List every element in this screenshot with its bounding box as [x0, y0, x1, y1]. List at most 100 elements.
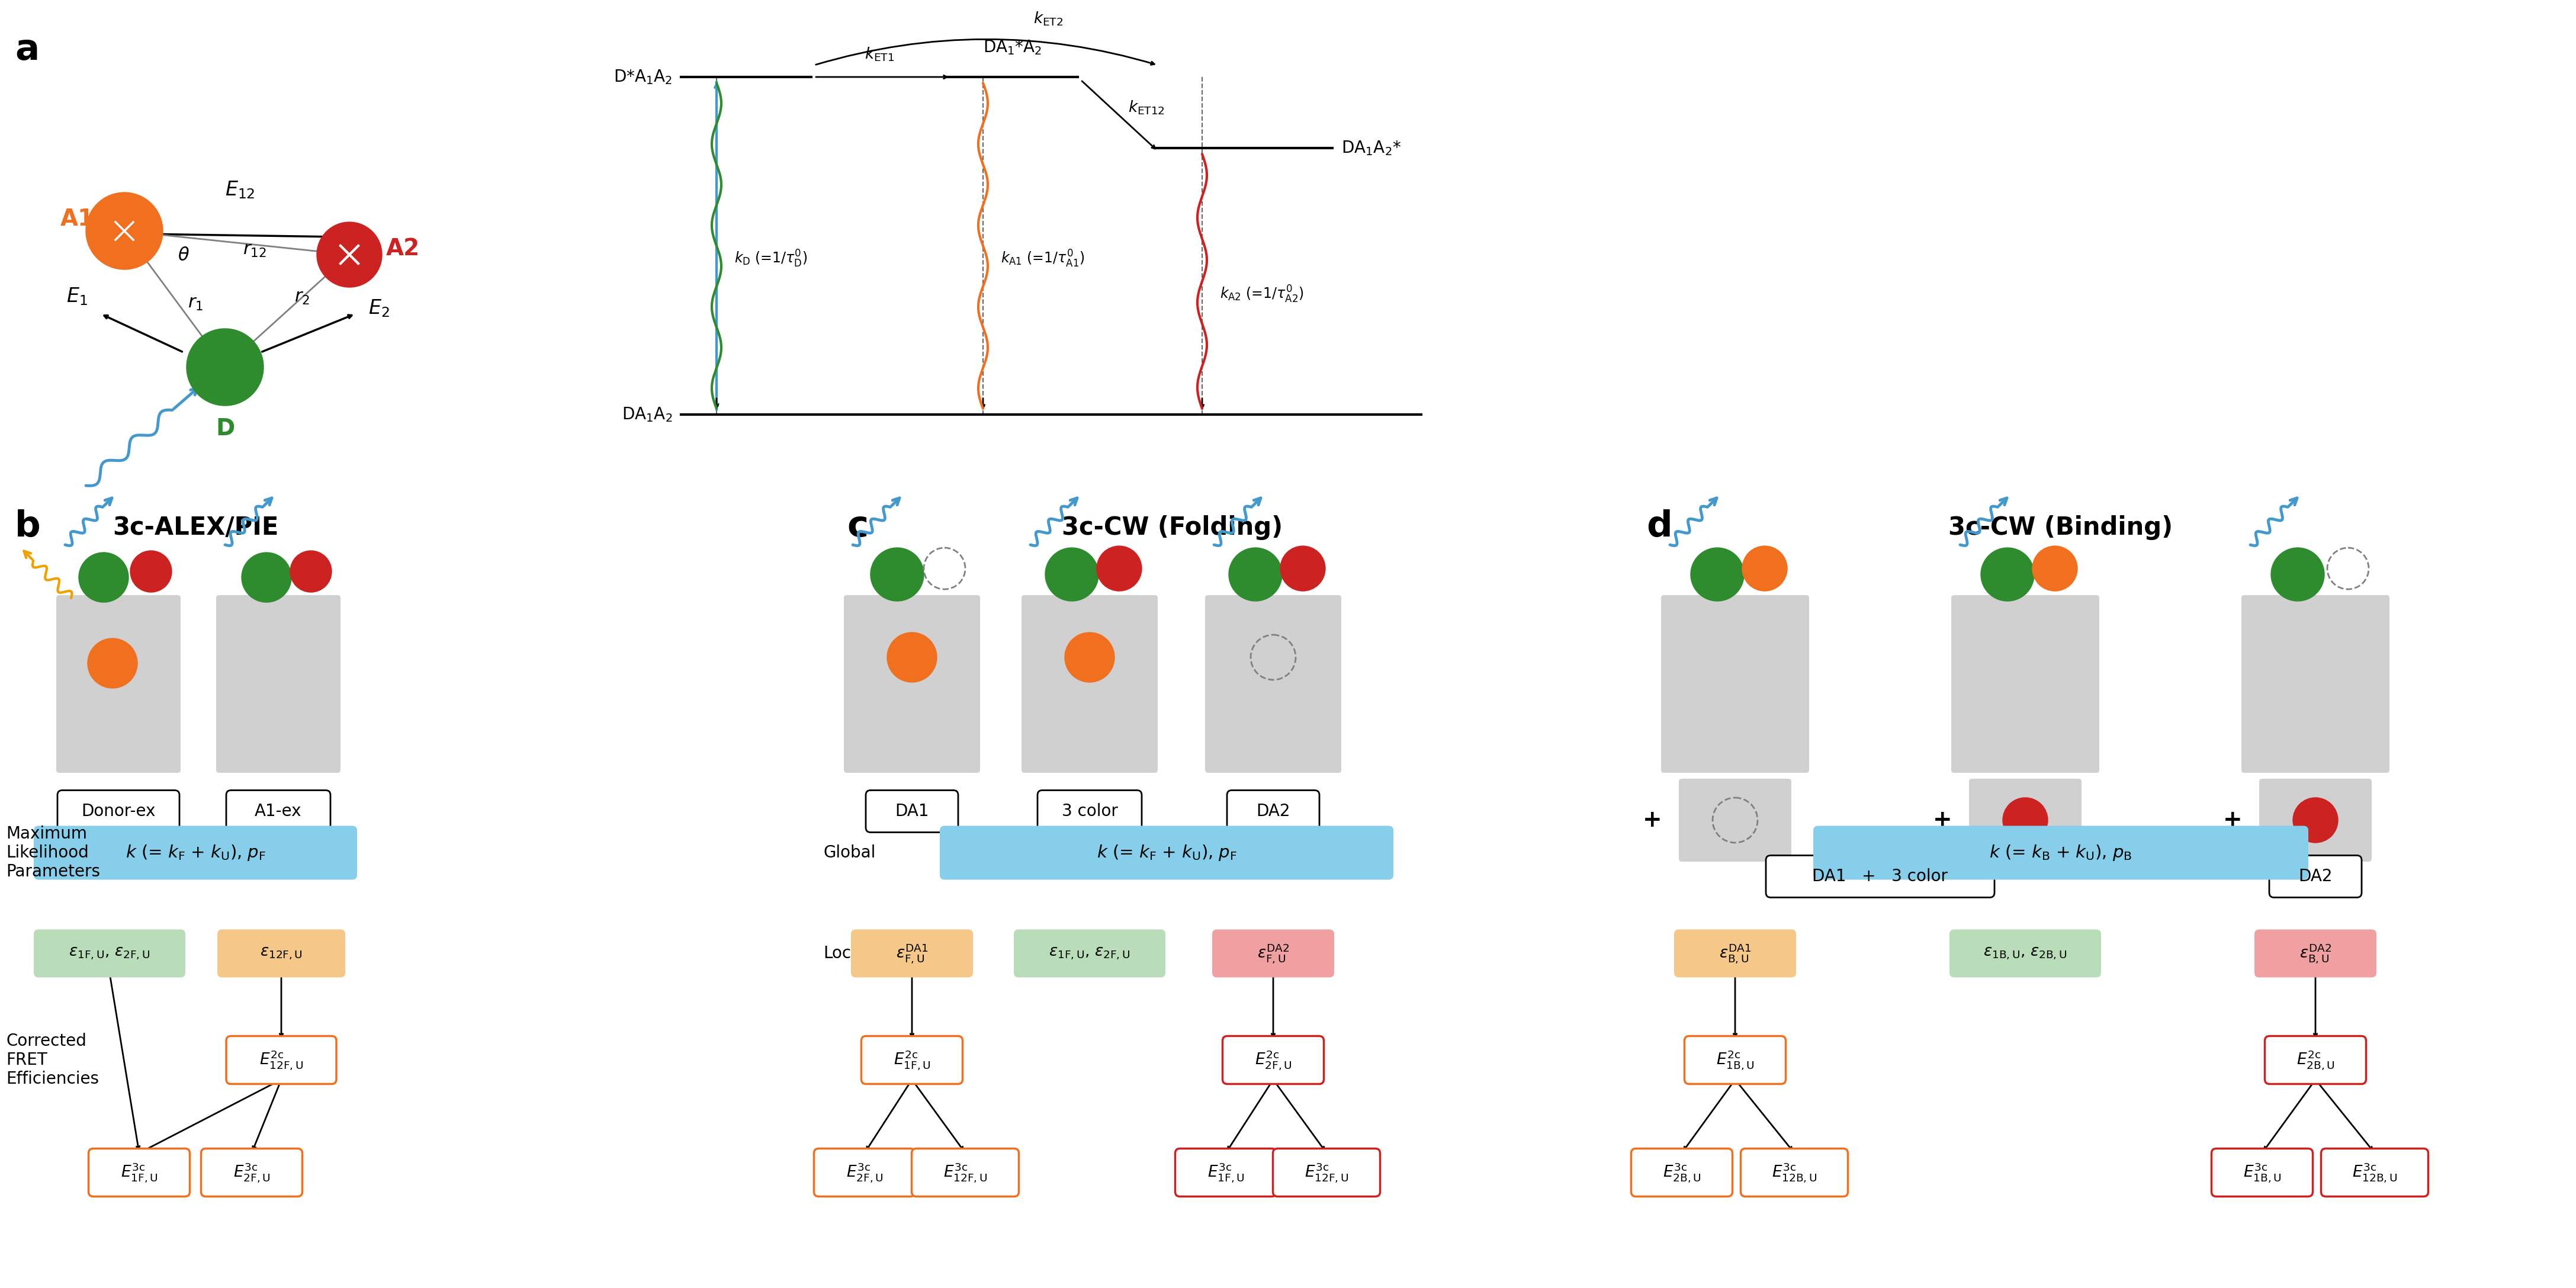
Text: $k_{\rm ET12}$: $k_{\rm ET12}$: [1128, 99, 1164, 116]
Circle shape: [317, 222, 381, 287]
FancyBboxPatch shape: [2254, 930, 2378, 978]
Text: $E_{\rm 12F,U}^{\rm 2c}$: $E_{\rm 12F,U}^{\rm 2c}$: [260, 1048, 304, 1072]
Text: 3 color: 3 color: [1061, 802, 1118, 819]
FancyBboxPatch shape: [845, 595, 979, 773]
FancyBboxPatch shape: [2213, 1149, 2313, 1197]
Text: $E_{\rm 12B,U}^{\rm 3c}$: $E_{\rm 12B,U}^{\rm 3c}$: [2352, 1162, 2398, 1184]
FancyBboxPatch shape: [1950, 595, 2099, 773]
Text: DA1: DA1: [894, 802, 930, 819]
FancyBboxPatch shape: [866, 791, 958, 832]
FancyBboxPatch shape: [57, 791, 180, 832]
Text: $k$ (= $k_{\rm F}$ + $k_{\rm U}$), $p_{\rm F}$: $k$ (= $k_{\rm F}$ + $k_{\rm U}$), $p_{\…: [1097, 844, 1236, 862]
FancyBboxPatch shape: [1662, 595, 1808, 773]
Text: Corrected
FRET
Efficiencies: Corrected FRET Efficiencies: [5, 1033, 98, 1087]
Circle shape: [1046, 547, 1097, 601]
Text: DA$_1$A$_2$: DA$_1$A$_2$: [621, 406, 672, 424]
FancyBboxPatch shape: [1224, 1036, 1324, 1084]
Circle shape: [85, 192, 162, 269]
FancyBboxPatch shape: [1680, 779, 1790, 862]
Text: +: +: [1932, 809, 1953, 832]
Text: d: d: [1646, 509, 1672, 545]
Text: $\varepsilon_{\rm 12F,U}$: $\varepsilon_{\rm 12F,U}$: [260, 945, 301, 961]
Text: $E_{\rm 1F,U}^{\rm 3c}$: $E_{\rm 1F,U}^{\rm 3c}$: [121, 1162, 157, 1184]
FancyBboxPatch shape: [2259, 779, 2372, 862]
FancyBboxPatch shape: [1767, 855, 1994, 898]
Text: $r_2$: $r_2$: [294, 289, 309, 307]
FancyBboxPatch shape: [227, 791, 330, 832]
Circle shape: [131, 551, 173, 592]
Text: A2: A2: [386, 237, 420, 260]
Text: $\varepsilon_{\rm 1B,U}$, $\varepsilon_{\rm 2B,U}$: $\varepsilon_{\rm 1B,U}$, $\varepsilon_{…: [1984, 945, 2066, 961]
Text: D: D: [216, 417, 234, 440]
Circle shape: [1690, 547, 1744, 601]
Circle shape: [2272, 547, 2324, 601]
Circle shape: [1981, 547, 2035, 601]
FancyBboxPatch shape: [88, 1149, 191, 1197]
Text: $\varepsilon_{\rm 1F,U}$, $\varepsilon_{\rm 2F,U}$: $\varepsilon_{\rm 1F,U}$, $\varepsilon_{…: [70, 945, 149, 961]
FancyBboxPatch shape: [33, 930, 185, 978]
FancyBboxPatch shape: [1023, 595, 1157, 773]
Text: $E_{\rm 2B,U}^{\rm 3c}$: $E_{\rm 2B,U}^{\rm 3c}$: [1662, 1162, 1700, 1184]
Text: A1: A1: [59, 207, 93, 231]
FancyBboxPatch shape: [1175, 1149, 1278, 1197]
Circle shape: [886, 632, 938, 683]
Text: $E_{\rm 12B,U}^{\rm 3c}$: $E_{\rm 12B,U}^{\rm 3c}$: [1772, 1162, 1816, 1184]
Circle shape: [2032, 546, 2076, 591]
Circle shape: [1097, 546, 1141, 591]
Circle shape: [1229, 547, 1283, 601]
FancyBboxPatch shape: [1685, 1036, 1785, 1084]
FancyBboxPatch shape: [1968, 779, 2081, 862]
FancyBboxPatch shape: [216, 595, 340, 773]
Text: $E_{\rm 12F,U}^{\rm 3c}$: $E_{\rm 12F,U}^{\rm 3c}$: [943, 1162, 987, 1184]
FancyBboxPatch shape: [850, 930, 974, 978]
FancyBboxPatch shape: [1015, 930, 1164, 978]
Circle shape: [1741, 546, 1788, 591]
Text: 3c-CW (Binding): 3c-CW (Binding): [1947, 515, 2174, 540]
Text: DA$_1$*A$_2$: DA$_1$*A$_2$: [984, 39, 1043, 57]
Text: $E_2$: $E_2$: [368, 298, 389, 318]
Circle shape: [88, 639, 137, 688]
FancyBboxPatch shape: [227, 1036, 337, 1084]
FancyBboxPatch shape: [1273, 1149, 1381, 1197]
Text: $E_{\rm 1B,U}^{\rm 2c}$: $E_{\rm 1B,U}^{\rm 2c}$: [1716, 1048, 1754, 1072]
FancyBboxPatch shape: [2241, 595, 2391, 773]
Text: $r_1$: $r_1$: [188, 295, 204, 312]
Text: c: c: [848, 509, 868, 545]
FancyBboxPatch shape: [860, 1036, 963, 1084]
Text: $\varepsilon_{\rm F,U}^{\rm DA1}$: $\varepsilon_{\rm F,U}^{\rm DA1}$: [896, 943, 927, 965]
Text: DA$_1$A$_2$*: DA$_1$A$_2$*: [1342, 139, 1401, 157]
Circle shape: [80, 553, 129, 603]
FancyBboxPatch shape: [216, 930, 345, 978]
Circle shape: [291, 551, 332, 592]
Text: Donor-ex: Donor-ex: [82, 802, 155, 819]
Text: $\varepsilon_{\rm 1F,U}$, $\varepsilon_{\rm 2F,U}$: $\varepsilon_{\rm 1F,U}$, $\varepsilon_{…: [1048, 945, 1131, 961]
Text: b: b: [15, 509, 41, 545]
Circle shape: [2002, 797, 2048, 842]
Text: 3c-ALEX/PIE: 3c-ALEX/PIE: [113, 515, 278, 540]
Text: a: a: [15, 32, 39, 67]
Text: $k_{\rm A1}$ (=$1/\tau_{\rm A1}^{\rm 0}$): $k_{\rm A1}$ (=$1/\tau_{\rm A1}^{\rm 0}$…: [1002, 249, 1084, 269]
FancyBboxPatch shape: [1950, 930, 2102, 978]
Text: $E_{\rm 2B,U}^{\rm 2c}$: $E_{\rm 2B,U}^{\rm 2c}$: [2295, 1048, 2334, 1072]
Text: $E_{\rm 1B,U}^{\rm 3c}$: $E_{\rm 1B,U}^{\rm 3c}$: [2244, 1162, 2282, 1184]
FancyBboxPatch shape: [1631, 1149, 1734, 1197]
Circle shape: [1064, 632, 1115, 683]
Text: $k_{\rm D}$ (=$1/\tau_{\rm D}^{\rm 0}$): $k_{\rm D}$ (=$1/\tau_{\rm D}^{\rm 0}$): [734, 249, 806, 269]
Text: $E_{\rm 12F,U}^{\rm 3c}$: $E_{\rm 12F,U}^{\rm 3c}$: [1303, 1162, 1347, 1184]
Text: $E_{\rm 2F,U}^{\rm 3c}$: $E_{\rm 2F,U}^{\rm 3c}$: [845, 1162, 884, 1184]
Circle shape: [1280, 546, 1324, 591]
FancyBboxPatch shape: [814, 1149, 914, 1197]
FancyBboxPatch shape: [1213, 930, 1334, 978]
Text: $\varepsilon_{\rm B,U}^{\rm DA2}$: $\varepsilon_{\rm B,U}^{\rm DA2}$: [2300, 943, 2331, 965]
FancyBboxPatch shape: [57, 595, 180, 773]
Text: $E_{\rm 2F,U}^{\rm 2c}$: $E_{\rm 2F,U}^{\rm 2c}$: [1255, 1048, 1291, 1072]
FancyBboxPatch shape: [33, 826, 358, 880]
FancyBboxPatch shape: [1226, 791, 1319, 832]
FancyBboxPatch shape: [1741, 1149, 1847, 1197]
FancyBboxPatch shape: [940, 826, 1394, 880]
Text: $r_{12}$: $r_{12}$: [242, 242, 265, 259]
Text: $E_{\rm 1F,U}^{\rm 3c}$: $E_{\rm 1F,U}^{\rm 3c}$: [1208, 1162, 1244, 1184]
Text: $\varepsilon_{\rm F,U}^{\rm DA2}$: $\varepsilon_{\rm F,U}^{\rm DA2}$: [1257, 943, 1288, 965]
FancyBboxPatch shape: [1206, 595, 1342, 773]
Text: $k_{\rm A2}$ (=$1/\tau_{\rm A2}^{\rm 0}$): $k_{\rm A2}$ (=$1/\tau_{\rm A2}^{\rm 0}$…: [1221, 285, 1303, 305]
